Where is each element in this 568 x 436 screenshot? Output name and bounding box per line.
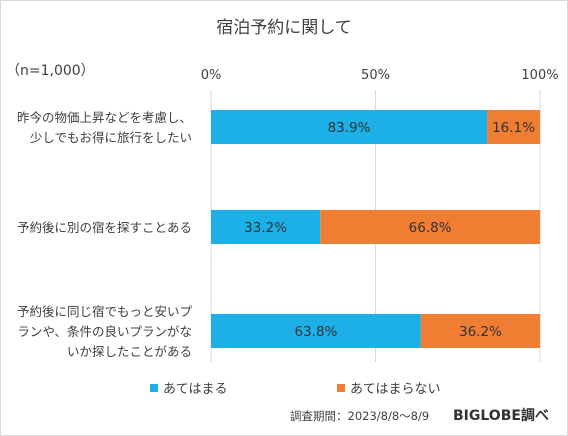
survey-period: 調査期間：2023/8/8～8/9 bbox=[290, 409, 429, 423]
x-axis-ticks: 0% 50% 100% bbox=[201, 68, 559, 83]
legend-swatch bbox=[150, 384, 158, 392]
sample-size-note: （n=1,000） bbox=[6, 63, 95, 79]
data-label: 83.9% bbox=[328, 120, 371, 136]
bar-segment bbox=[211, 210, 321, 244]
legend: あてはまる あてはまらない bbox=[150, 382, 440, 397]
chart-title: 宿泊予約に関して bbox=[216, 18, 352, 38]
category-label: 昨今の物価上昇などを考慮し、少しでもお得に旅行をしたい bbox=[17, 110, 192, 145]
legend-label: あてはまらない bbox=[350, 382, 440, 397]
bar-segment bbox=[211, 110, 488, 144]
data-label: 16.1% bbox=[492, 120, 535, 136]
legend-swatch bbox=[337, 384, 345, 392]
legend-label: あてはまる bbox=[163, 382, 227, 397]
data-label: 66.8% bbox=[409, 220, 452, 236]
bar-segment bbox=[487, 110, 540, 144]
data-label: 63.8% bbox=[295, 324, 338, 340]
bar-segment bbox=[420, 314, 540, 348]
category-labels: 昨今の物価上昇などを考慮し、少しでもお得に旅行をしたい予約後に別の宿を探すことあ… bbox=[17, 110, 193, 359]
x-tick-label: 100% bbox=[521, 68, 558, 83]
bar-segment bbox=[211, 314, 421, 348]
bar-segment bbox=[320, 210, 540, 244]
data-labels: 83.9% 16.1% 33.2% 66.8% 63.8% 36.2% bbox=[244, 120, 535, 340]
category-label: 予約後に別の宿を探すことある bbox=[17, 220, 192, 235]
category-label: 予約後に同じ宿でもっと安いプランや、条件の良いプランがないか探したことがある bbox=[17, 304, 193, 359]
data-label: 36.2% bbox=[459, 324, 502, 340]
bars bbox=[211, 110, 540, 348]
data-label: 33.2% bbox=[244, 220, 287, 236]
x-tick-label: 0% bbox=[201, 68, 222, 83]
source-brand: BIGLOBE調べ bbox=[453, 407, 549, 424]
x-tick-label: 50% bbox=[361, 68, 390, 83]
